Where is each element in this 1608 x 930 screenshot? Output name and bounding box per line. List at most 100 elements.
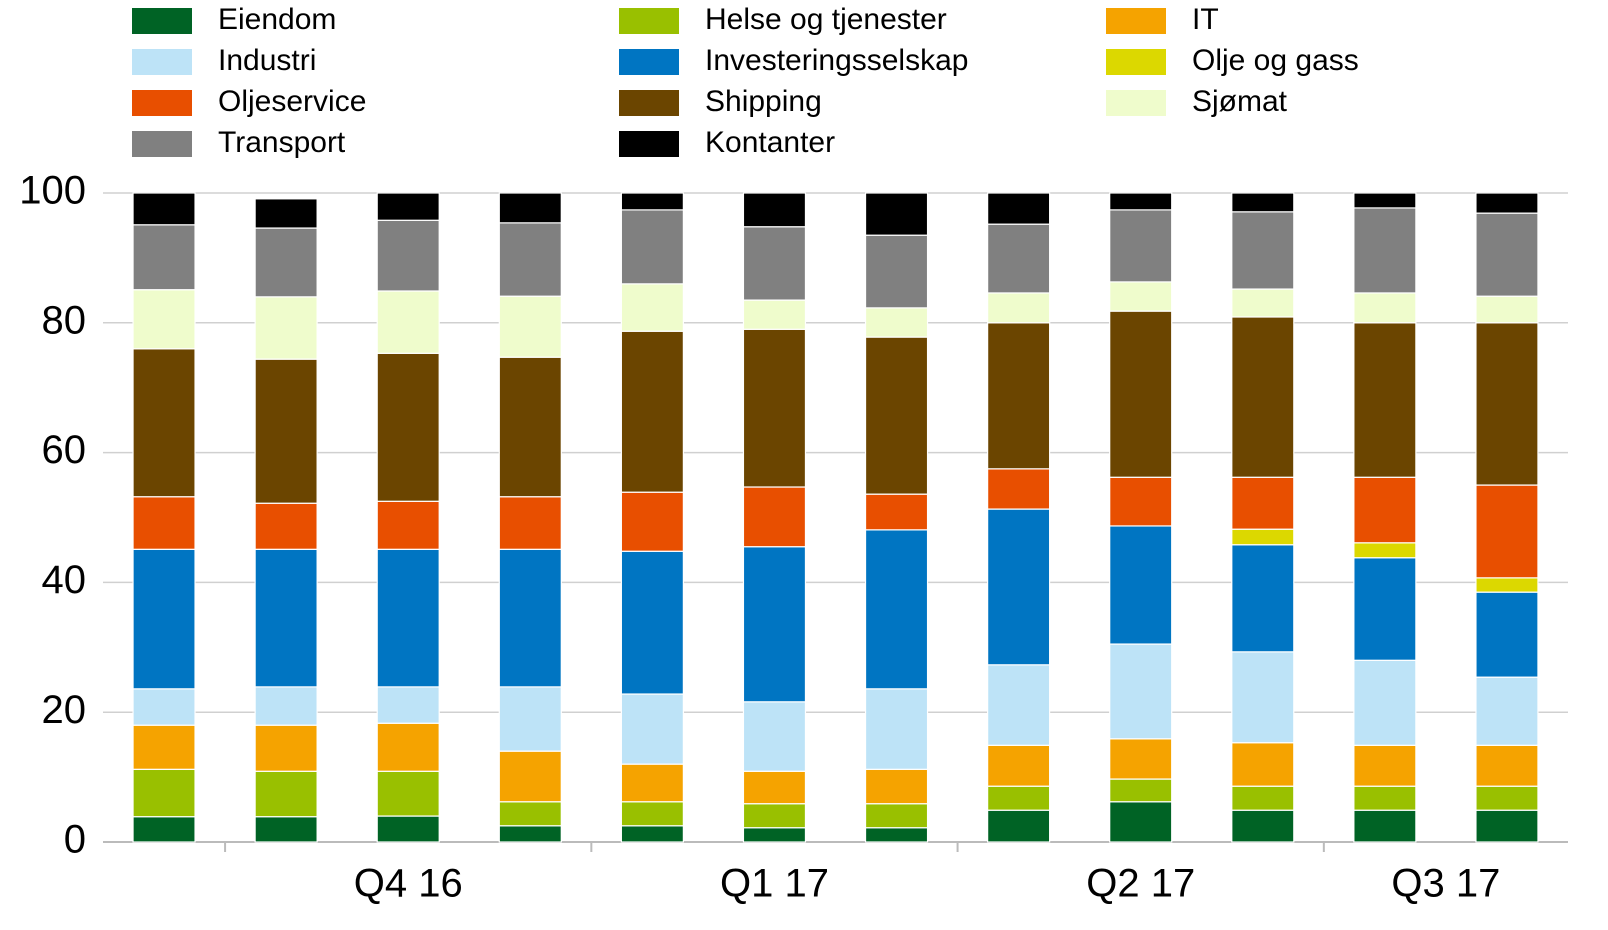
bar-segment: [620, 491, 684, 552]
y-tick-label: 0: [64, 818, 86, 862]
bar-segment: [742, 328, 807, 488]
bar-segment: [1353, 207, 1417, 294]
bar-segment: [254, 502, 318, 550]
legend-swatch: [619, 8, 679, 34]
bar-segment: [1353, 557, 1417, 661]
bar-segment: [376, 722, 440, 772]
bar-segment: [1109, 281, 1173, 312]
bar-segment: [254, 227, 318, 298]
bar-segment: [1231, 651, 1295, 744]
bar-segment: [987, 744, 1051, 787]
bar-segment: [1353, 292, 1417, 324]
bar-segment: [1353, 785, 1417, 811]
legend-swatch: [619, 49, 679, 75]
bar-segment: [620, 801, 684, 827]
legend-swatch: [132, 8, 192, 34]
bar-segment: [376, 352, 440, 502]
bar-segment: [498, 356, 562, 498]
bar-segment: [1353, 659, 1417, 746]
bar-segment: [498, 548, 562, 688]
bar-segment: [1475, 785, 1539, 811]
bar-segment: [864, 493, 929, 531]
legend-label: Industri: [218, 44, 316, 77]
bar-segment: [1109, 310, 1173, 478]
bar-segment: [620, 209, 684, 285]
bar-segment: [376, 686, 440, 724]
bar-segment: [1475, 577, 1539, 593]
bar-segment: [1109, 738, 1173, 780]
bar-segment: [987, 785, 1051, 811]
bar-segment: [620, 763, 684, 803]
bar-segment: [254, 296, 318, 360]
bar-segment: [864, 688, 929, 770]
bar-segment: [376, 548, 440, 688]
bar-segment: [132, 548, 196, 690]
bar-segment: [1353, 744, 1417, 787]
bar-segment: [987, 468, 1051, 510]
bar-segment: [987, 192, 1051, 225]
bar-segment: [1231, 288, 1295, 318]
bar-segment: [1475, 591, 1539, 678]
bar-segment: [1109, 801, 1173, 843]
bar-segment: [1475, 809, 1539, 843]
bar-segment: [132, 768, 196, 818]
bar-segment: [1353, 322, 1417, 478]
bar-segment: [132, 496, 196, 550]
bar-segment: [864, 768, 929, 805]
bar-segment: [1109, 525, 1173, 645]
bar-segment: [1109, 643, 1173, 740]
bar-segment: [132, 192, 196, 226]
y-tick-label: 100: [19, 169, 86, 213]
bar-segment: [1475, 212, 1539, 297]
bar-segment: [254, 816, 318, 843]
bar-segment: [987, 508, 1051, 666]
legend-label: Oljeservice: [218, 85, 366, 118]
bar-segment: [254, 198, 318, 229]
bar-segment: [498, 222, 562, 297]
bar-segment: [376, 815, 440, 843]
bar-segment: [864, 827, 929, 843]
bar-segment: [376, 770, 440, 817]
bar-segment: [1231, 528, 1295, 546]
bar-segment: [1231, 742, 1295, 787]
bar-segment: [1475, 484, 1539, 579]
bar-segment: [498, 801, 562, 827]
bar-segment: [1231, 192, 1295, 213]
bar-segment: [742, 701, 807, 772]
bar-segment: [1231, 316, 1295, 478]
legend-label: Transport: [218, 126, 346, 159]
bar-segment: [864, 192, 929, 236]
x-tick-label: Q2 17: [1086, 862, 1195, 906]
bar-segment: [742, 226, 807, 301]
bar-segment: [254, 686, 318, 726]
bar-segment: [1109, 192, 1173, 211]
bar-segment: [498, 750, 562, 803]
bar-segment: [132, 289, 196, 350]
bar-segment: [132, 348, 196, 498]
bar-segment: [742, 827, 807, 843]
bar-segment: [1231, 544, 1295, 653]
bar-segment: [742, 770, 807, 805]
bar-segment: [376, 192, 440, 221]
x-tick-label: Q3 17: [1391, 862, 1500, 906]
bar-segment: [1353, 542, 1417, 559]
legend-swatch: [132, 90, 192, 116]
legend-label: Eiendom: [218, 3, 336, 36]
legend-swatch: [132, 49, 192, 75]
bar-segment: [742, 546, 807, 703]
x-tick-label: Q1 17: [720, 862, 829, 906]
bar-segment: [742, 486, 807, 548]
bar-segment: [1353, 809, 1417, 843]
bar-segment: [132, 688, 196, 726]
legend-swatch: [1106, 90, 1166, 116]
bar-segment: [1231, 785, 1295, 811]
bar-segment: [620, 192, 684, 211]
bar-segment: [1475, 295, 1539, 324]
bar-segment: [742, 192, 807, 228]
bar-segment: [1231, 211, 1295, 290]
bar-segment: [620, 550, 684, 695]
bar-segment: [864, 529, 929, 690]
bar-segment: [376, 219, 440, 292]
bar-segment: [254, 770, 318, 818]
